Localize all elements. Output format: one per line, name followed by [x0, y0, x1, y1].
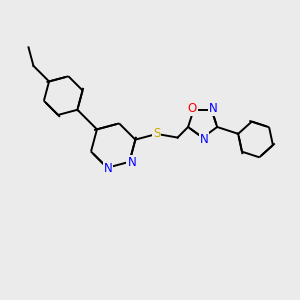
- Text: O: O: [188, 103, 197, 116]
- Text: N: N: [103, 162, 112, 175]
- Text: N: N: [128, 156, 136, 169]
- Text: S: S: [153, 128, 160, 140]
- Text: N: N: [200, 133, 208, 146]
- Text: N: N: [209, 102, 218, 115]
